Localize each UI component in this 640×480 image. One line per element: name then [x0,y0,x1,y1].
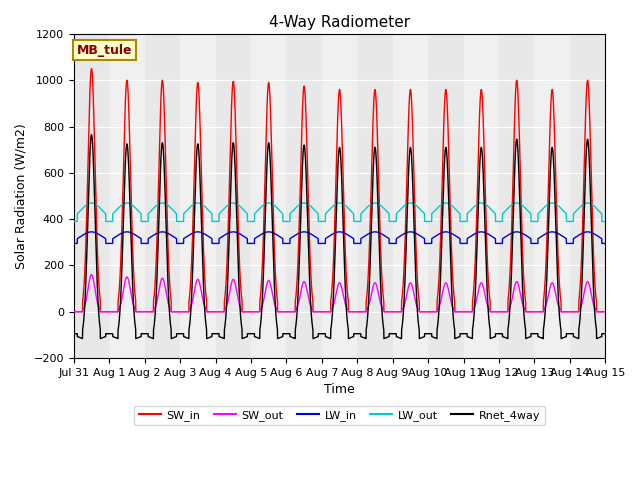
Text: MB_tule: MB_tule [76,44,132,57]
LW_in [602,240,609,246]
Line: LW_out: LW_out [74,203,605,221]
Bar [322,34,357,358]
LW_out [88,200,95,206]
SW_in [429,309,437,314]
Rnet_4way [320,331,328,336]
LW_in [320,240,328,246]
LW_in [429,235,437,240]
Bar [286,34,322,358]
SW_in [88,66,95,72]
Rnet_4way [601,331,609,336]
SW_in [320,309,328,314]
LW_in [70,240,77,246]
Bar [357,34,393,358]
SW_out [602,309,609,314]
LW_out [429,209,437,215]
Rnet_4way [88,132,95,137]
LW_in [459,240,467,246]
Rnet_4way [166,311,173,316]
SW_in [489,309,497,314]
SW_in [70,309,77,314]
LW_out [166,204,173,209]
Rnet_4way [70,331,77,336]
LW_out [601,218,609,224]
SW_out [459,309,467,314]
SW_in [459,309,467,314]
LW_out [602,218,609,224]
LW_out [489,208,497,214]
Bar [145,34,180,358]
SW_out [429,309,437,314]
Rnet_4way [602,331,609,336]
Rnet_4way [459,331,467,336]
Y-axis label: Solar Radiation (W/m2): Solar Radiation (W/m2) [15,123,28,269]
LW_out [459,218,467,224]
Bar [251,34,286,358]
SW_out [320,309,328,314]
LW_in [166,231,173,237]
Line: SW_out: SW_out [74,275,605,312]
LW_out [320,218,328,224]
Rnet_4way [429,334,437,340]
LW_in [88,229,95,235]
Line: LW_in: LW_in [74,232,605,243]
SW_out [601,309,609,314]
SW_out [88,272,95,277]
SW_out [70,309,77,314]
Rnet_4way [97,336,104,341]
Line: Rnet_4way: Rnet_4way [74,134,605,338]
Legend: SW_in, SW_out, LW_in, LW_out, Rnet_4way: SW_in, SW_out, LW_in, LW_out, Rnet_4way [134,406,545,425]
SW_out [489,309,497,314]
Bar [180,34,216,358]
Bar [605,34,640,358]
Bar [393,34,428,358]
Bar [428,34,463,358]
Bar [534,34,570,358]
Rnet_4way [489,335,497,340]
Bar [570,34,605,358]
SW_out [166,304,173,310]
X-axis label: Time: Time [324,383,355,396]
LW_in [489,234,497,240]
Line: SW_in: SW_in [74,69,605,312]
Bar [109,34,145,358]
SW_in [601,309,609,314]
SW_in [602,309,609,314]
Bar [74,34,109,358]
SW_in [166,276,173,282]
Bar [499,34,534,358]
LW_out [70,218,77,224]
Title: 4-Way Radiometer: 4-Way Radiometer [269,15,410,30]
LW_in [601,240,609,246]
Bar [463,34,499,358]
Bar [216,34,251,358]
